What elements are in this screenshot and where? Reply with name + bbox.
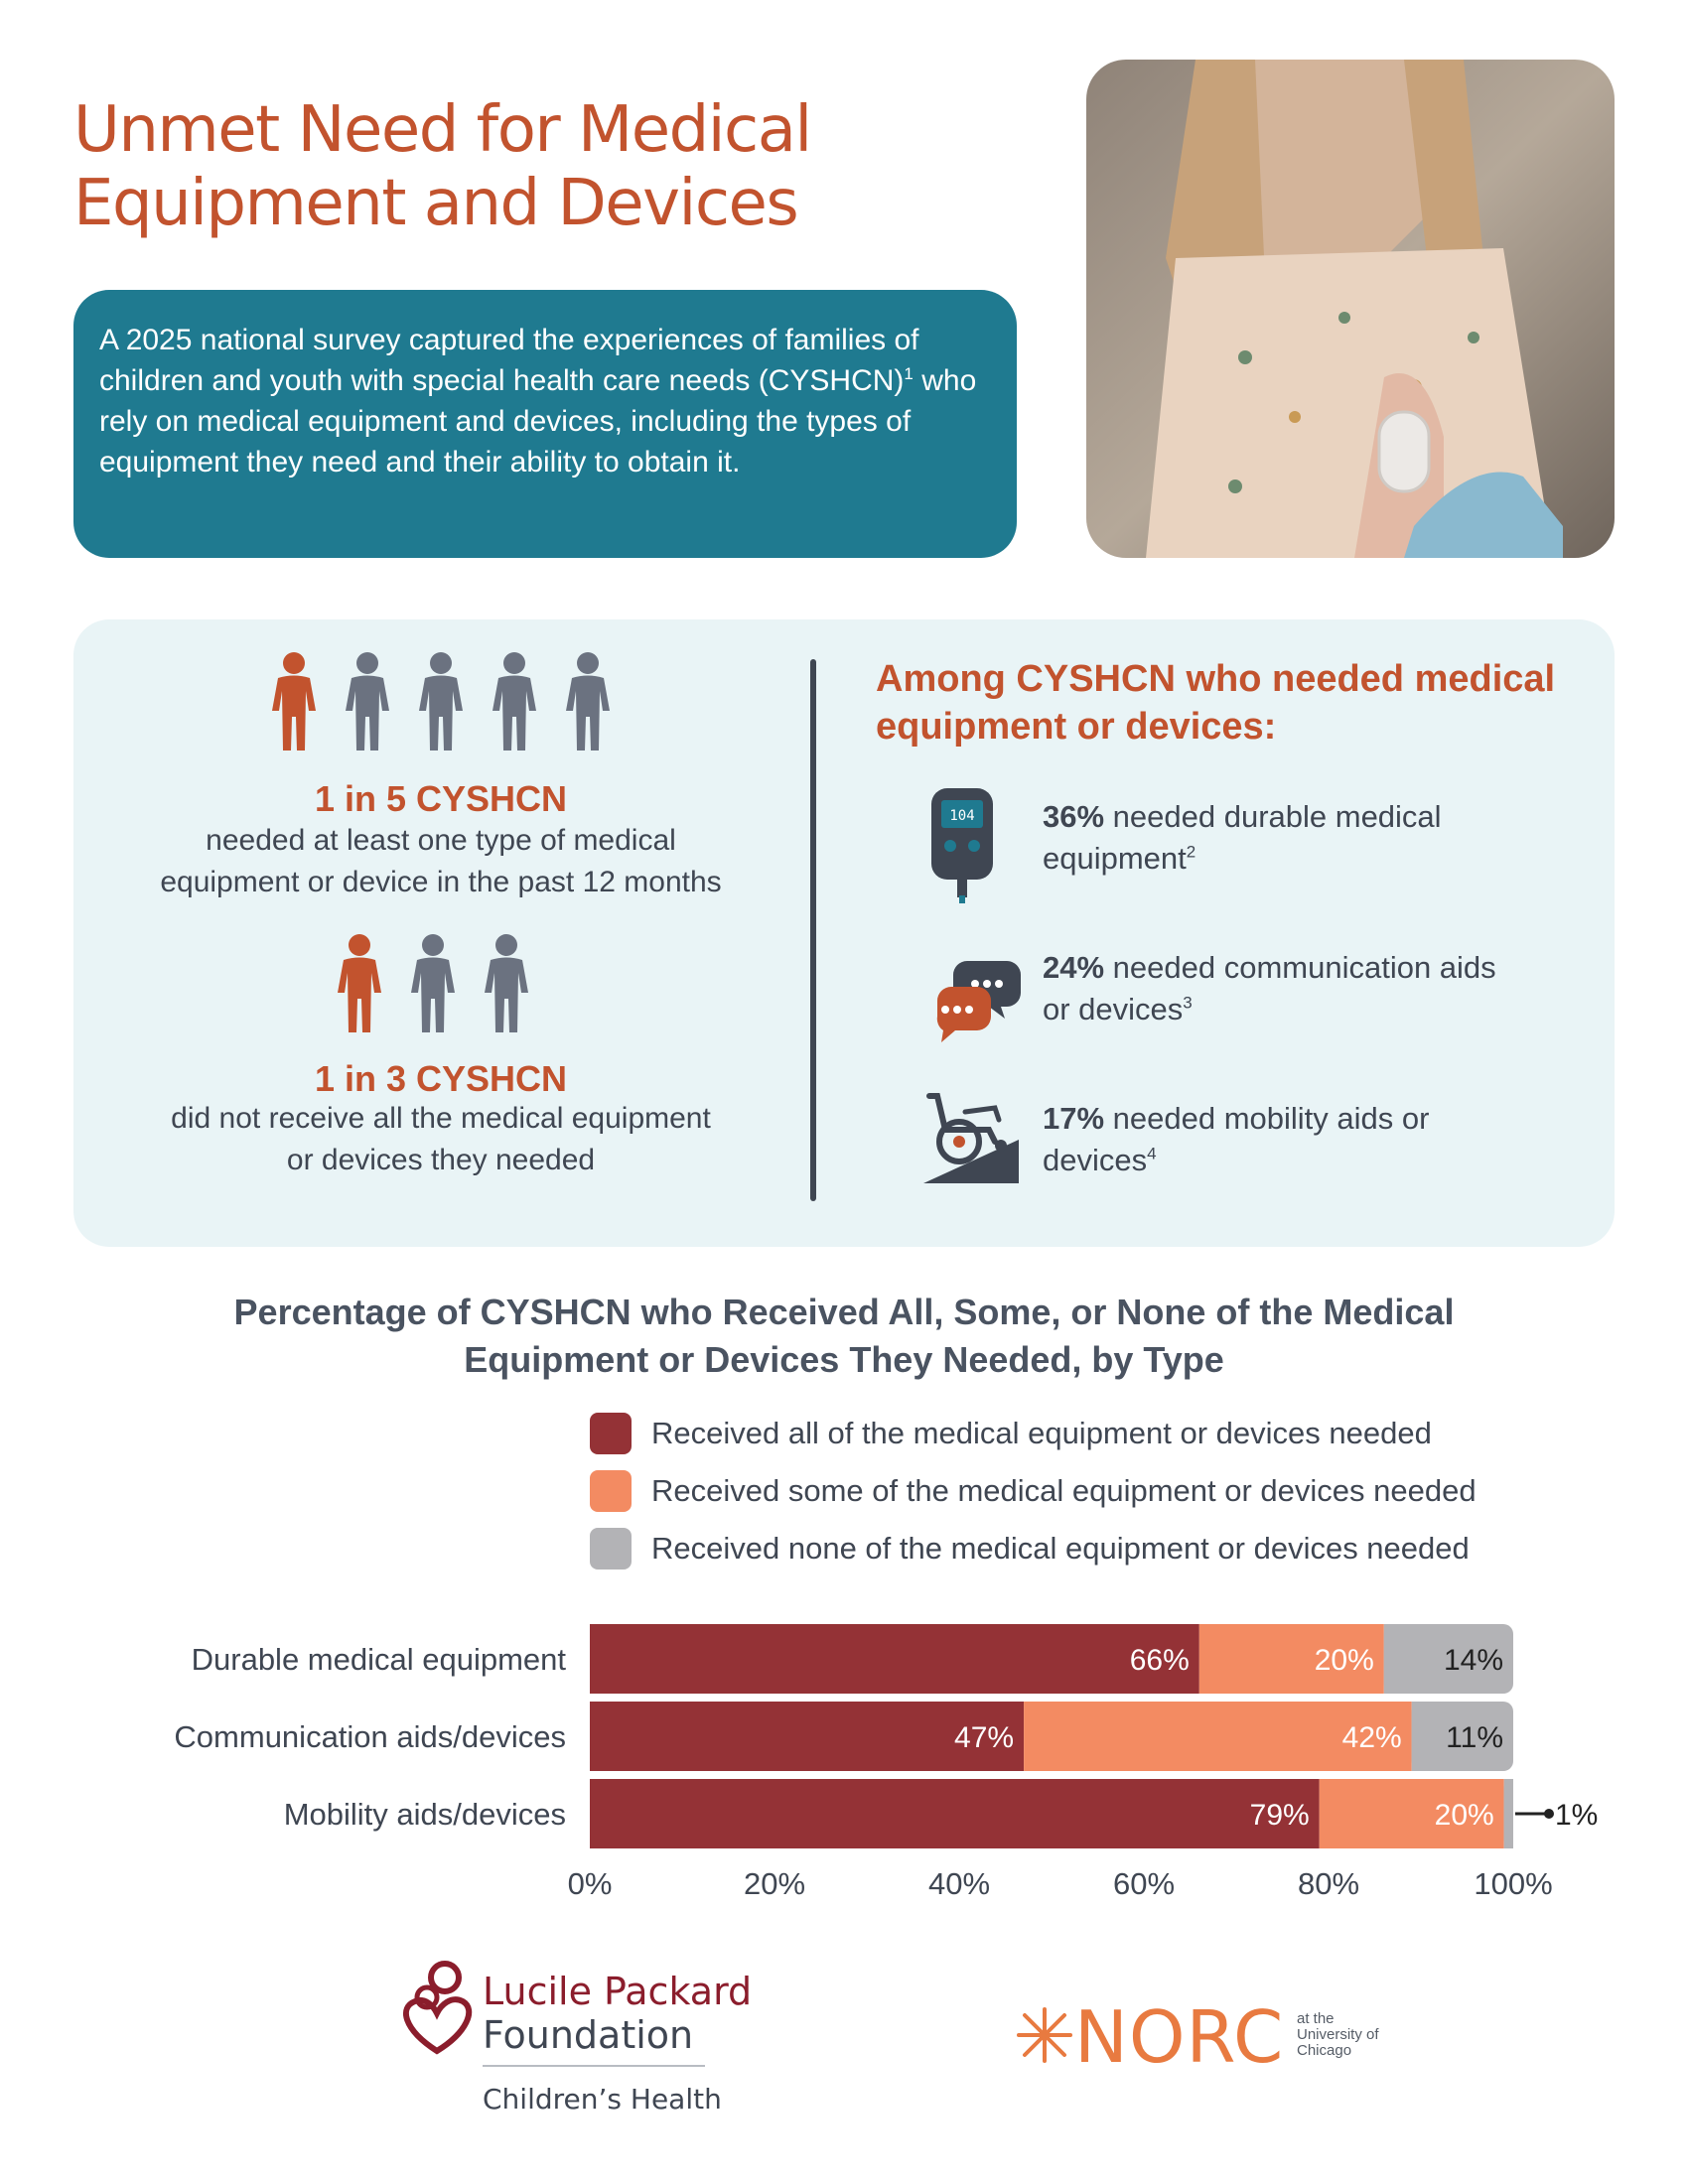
- data-label: 20%: [1435, 1799, 1494, 1832]
- stat-1-desc-1: needed at least one type of medical: [206, 824, 676, 857]
- intro-text-main: A 2025 national survey captured the expe…: [99, 324, 919, 397]
- x-tick-label: 100%: [1474, 1866, 1552, 1901]
- legend-swatch-none: [590, 1528, 632, 1570]
- x-tick-label: 40%: [928, 1866, 990, 1901]
- legend-label-some: Received some of the medical equipment o…: [651, 1473, 1477, 1508]
- person-icon: [492, 652, 536, 751]
- lucile-packard-logo-icon: [403, 1961, 473, 2055]
- person-icon: [346, 652, 389, 751]
- person-icon-highlighted: [338, 934, 381, 1032]
- item-durable: 36% needed durable medical equipment2: [1043, 799, 1442, 876]
- item-mobility: 17% needed mobility aids or devices4: [1043, 1101, 1430, 1177]
- bar-segment: [590, 1779, 1320, 1848]
- panel-divider: [810, 659, 816, 1201]
- data-label: 79%: [1250, 1799, 1310, 1832]
- bar-segment: [1383, 1624, 1513, 1694]
- legend-item-some: Received some of the medical equipment o…: [590, 1469, 1477, 1513]
- legend-item-none: Received none of the medical equipment o…: [590, 1527, 1470, 1570]
- person-icon: [411, 934, 455, 1032]
- stats-panel: [73, 619, 1615, 1247]
- data-label: 20%: [1315, 1644, 1374, 1677]
- data-label: 11%: [1446, 1721, 1503, 1754]
- norc-star-icon: [1017, 2007, 1072, 2063]
- x-tick-label: 60%: [1113, 1866, 1175, 1901]
- speech-bubbles-icon: [936, 961, 1021, 1042]
- item-communication: 24% needed communication aids or devices3: [1043, 950, 1496, 1026]
- data-label: 47%: [954, 1721, 1014, 1754]
- legend-swatch-some: [590, 1470, 632, 1512]
- chart-title: Percentage of CYSHCN who Received All, S…: [233, 1292, 1455, 1380]
- lucile-packard-wordmark: Lucile Packard Foundation: [483, 1970, 753, 2057]
- stat-1-desc-2: equipment or device in the past 12 month…: [160, 866, 722, 898]
- person-icon: [419, 652, 463, 751]
- label-leader-dot: [1544, 1809, 1554, 1819]
- bar-segment-edge: [1411, 1702, 1424, 1771]
- svg-text:104: 104: [949, 808, 974, 824]
- footnote-1: 1: [904, 364, 914, 383]
- x-tick-label: 20%: [744, 1866, 805, 1901]
- bar-segment: [590, 1702, 1025, 1771]
- logo-rule: [483, 2065, 705, 2067]
- data-label: 14%: [1444, 1644, 1503, 1677]
- x-tick-label: 80%: [1298, 1866, 1359, 1901]
- person-icon: [566, 652, 610, 751]
- data-label: 1%: [1555, 1799, 1598, 1832]
- category-label: Communication aids/devices: [174, 1719, 566, 1754]
- legend-item-all: Received all of the medical equipment or…: [590, 1412, 1432, 1455]
- bar-segment: [590, 1624, 1199, 1694]
- stat-2-desc-2: or devices they needed: [286, 1144, 596, 1176]
- bar-segment: [1198, 1624, 1384, 1694]
- data-label: 42%: [1342, 1721, 1402, 1754]
- legend-swatch-all: [590, 1413, 632, 1454]
- norc-affiliation: at the University of Chicago: [1297, 2010, 1379, 2059]
- stat-2-desc-1: did not receive all the medical equipmen…: [171, 1102, 711, 1135]
- bar-segment: [1024, 1702, 1412, 1771]
- data-label: 66%: [1130, 1644, 1190, 1677]
- glucose-meter-icon: 104: [931, 788, 993, 903]
- bar-segment-edge: [1383, 1624, 1396, 1694]
- stacked-bar-chart: Durable medical equipment 66% 20% 14% Commun…: [174, 1624, 1598, 1901]
- intro-box: A 2025 national survey captured the expe…: [73, 290, 1017, 558]
- lucile-packard-subtitle: Children’s Health: [483, 2083, 722, 2116]
- child-photo: [1086, 60, 1615, 558]
- intro-text: A 2025 national survey captured the expe…: [99, 320, 1003, 482]
- bar-segment: [1319, 1779, 1504, 1848]
- bar-segment-edge: [1503, 1779, 1513, 1848]
- norc-wordmark: NORC: [1074, 1995, 1285, 2079]
- legend-label-all: Received all of the medical equipment or…: [651, 1416, 1432, 1450]
- person-icon-highlighted: [272, 652, 316, 751]
- x-tick-label: 0%: [568, 1866, 613, 1901]
- intro-text-rest: who rely on medical equipment and device…: [99, 364, 977, 478]
- stat-1-headline: 1 in 5 CYSHCN: [314, 778, 568, 819]
- person-icon: [485, 934, 528, 1032]
- page-title: Unmet Need for Medical Equipment and Dev…: [73, 93, 812, 240]
- among-heading: Among CYSHCN who needed medical equipmen…: [876, 658, 1556, 748]
- legend-label-none: Received none of the medical equipment o…: [651, 1531, 1470, 1566]
- category-label: Durable medical equipment: [192, 1642, 567, 1677]
- stat-2-headline: 1 in 3 CYSHCN: [314, 1058, 568, 1099]
- people-row-1-in-3: [334, 933, 532, 1032]
- people-row-1-in-5: [268, 651, 614, 751]
- wheelchair-ramp-icon: [923, 1093, 1019, 1183]
- category-label: Mobility aids/devices: [284, 1797, 566, 1832]
- bar-segment: [1411, 1702, 1513, 1771]
